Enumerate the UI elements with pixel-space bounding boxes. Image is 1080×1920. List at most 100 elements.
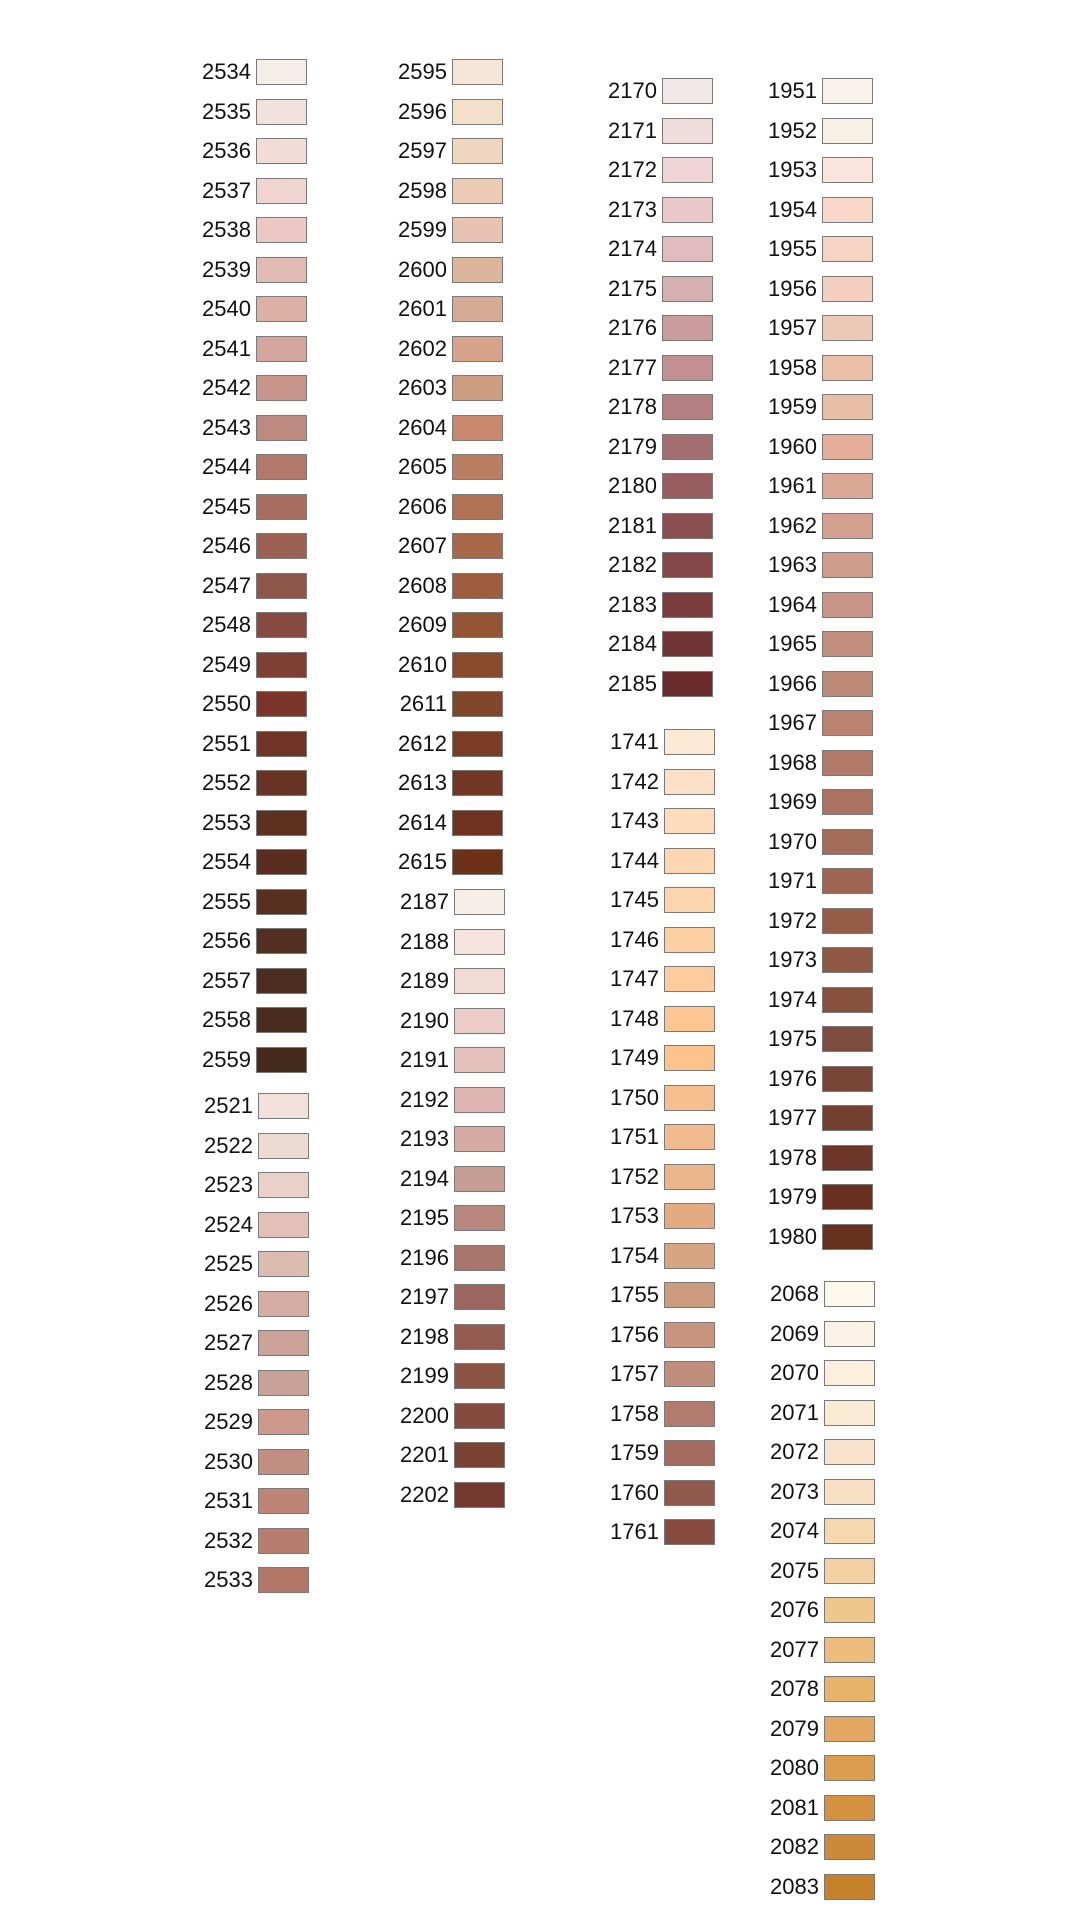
color-swatch [822,552,873,578]
color-code-label: 2542 [202,375,251,400]
color-swatch [824,1360,875,1386]
color-code-label: 2525 [204,1251,253,1276]
color-swatch [452,730,503,757]
color-swatch [662,591,713,618]
color-swatch [824,1755,875,1781]
color-swatch [452,335,503,362]
color-swatch [454,1205,505,1231]
color-code-label: 2551 [202,730,251,756]
color-code-label: 1741 [610,729,659,754]
color-code-label: 2069 [770,1320,819,1346]
color-code-label: 1751 [610,1124,659,1149]
color-swatch [256,730,307,757]
color-swatch [256,533,307,559]
color-swatch [256,493,307,520]
color-swatch [822,631,873,657]
color-code-label: 2072 [770,1439,819,1464]
color-code-label: 2532 [204,1527,253,1553]
color-swatch [822,315,873,341]
color-swatch [822,907,873,934]
color-code-label: 1962 [768,512,817,538]
color-swatch [258,1369,309,1396]
color-code-label: 2533 [204,1567,253,1592]
color-swatch [452,98,503,125]
color-code-label: 1956 [768,275,817,301]
color-swatch [256,98,307,125]
color-swatch [256,177,307,204]
color-code-label: 1750 [610,1084,659,1110]
color-code-label: 1761 [610,1519,659,1544]
color-code-label: 2083 [770,1873,819,1899]
color-code-label: 2531 [204,1488,253,1513]
color-code-label: 2545 [202,493,251,519]
color-swatch [822,986,873,1013]
color-code-label: 2529 [204,1409,253,1434]
color-code-label: 1959 [768,394,817,419]
color-swatch [256,770,307,796]
color-code-label: 2597 [398,138,447,163]
color-swatch [256,809,307,836]
color-code-label: 2614 [398,809,447,835]
color-code-label: 1745 [610,887,659,912]
color-code-label: 2524 [204,1211,253,1237]
color-code-label: 2202 [400,1481,449,1507]
color-swatch [662,315,713,341]
color-swatch [454,1165,505,1192]
color-code-label: 1954 [768,196,817,222]
color-swatch [824,1873,875,1900]
color-code-label: 2199 [400,1363,449,1388]
color-swatch [662,196,713,223]
color-code-label: 1972 [768,907,817,933]
color-swatch [454,1402,505,1429]
color-swatch [662,78,713,104]
color-swatch [822,1065,873,1092]
color-code-label: 2078 [770,1676,819,1701]
color-code-label: 2596 [398,98,447,124]
color-code-label: 2182 [608,552,657,577]
color-swatch [664,1203,715,1229]
color-code-label: 1746 [610,926,659,952]
color-swatch [664,1045,715,1071]
color-code-label: 1979 [768,1184,817,1209]
color-swatch [822,591,873,618]
color-swatch [822,1026,873,1052]
color-swatch [664,1242,715,1269]
color-code-label: 2548 [202,612,251,637]
color-code-label: 2527 [204,1330,253,1355]
color-swatch [256,138,307,164]
color-swatch [822,1144,873,1171]
color-code-label: 2557 [202,967,251,993]
color-swatch [258,1093,309,1119]
color-code-label: 2605 [398,454,447,479]
color-swatch [822,473,873,499]
color-swatch [454,1086,505,1113]
color-code-label: 2181 [608,512,657,538]
color-swatch [822,789,873,815]
color-code-label: 1951 [768,78,817,103]
color-swatch [664,1005,715,1032]
color-code-label: 2076 [770,1597,819,1622]
color-code-label: 1975 [768,1026,817,1051]
color-code-label: 2192 [400,1086,449,1112]
color-code-label: 2600 [398,256,447,282]
color-swatch [824,1518,875,1544]
color-swatch [256,572,307,599]
color-code-label: 1759 [610,1440,659,1465]
color-swatch [664,966,715,992]
color-swatch [822,196,873,223]
color-swatch [664,847,715,874]
color-code-label: 1970 [768,828,817,854]
color-swatch [822,433,873,460]
color-code-label: 2177 [608,354,657,380]
color-code-label: 2521 [204,1093,253,1118]
color-swatch [454,1284,505,1310]
color-code-label: 1961 [768,473,817,498]
color-code-label: 1955 [768,236,817,261]
color-code-label: 1964 [768,591,817,617]
color-code-label: 2077 [770,1636,819,1662]
color-swatch [822,78,873,104]
color-code-label: 2176 [608,315,657,340]
color-swatch [452,651,503,678]
color-code-label: 2559 [202,1046,251,1072]
color-swatch [664,1321,715,1348]
